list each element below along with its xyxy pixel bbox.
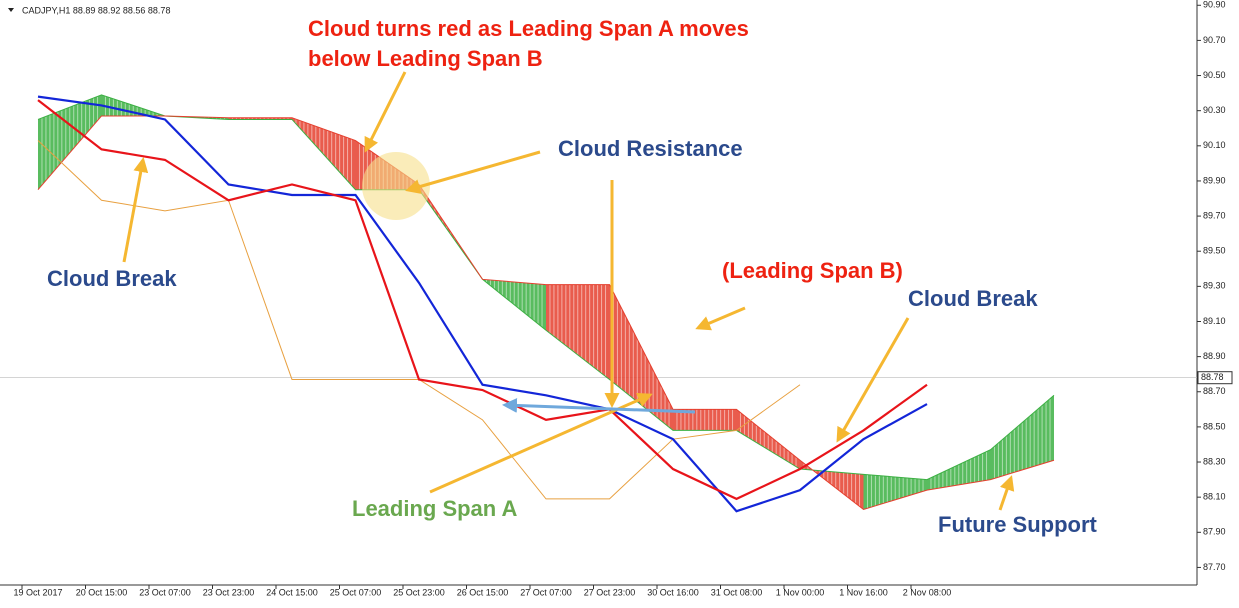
x-tick-label: 25 Oct 23:00 <box>393 587 445 597</box>
annotation: Future Support <box>938 512 1097 537</box>
arrow <box>364 71 407 153</box>
x-tick-label: 1 Nov 00:00 <box>776 587 825 597</box>
x-tick-label: 30 Oct 16:00 <box>647 587 699 597</box>
price-label: 88.78 <box>1201 372 1224 382</box>
series-line <box>37 94 1055 481</box>
y-tick-label: 89.10 <box>1203 316 1226 326</box>
y-tick-label: 89.30 <box>1203 281 1226 291</box>
y-tick-label: 88.90 <box>1203 351 1226 361</box>
x-tick-label: 27 Oct 23:00 <box>584 587 636 597</box>
series-line <box>37 99 928 501</box>
annotation: Cloud Break <box>908 286 1038 311</box>
header-icon <box>8 8 14 12</box>
annotation: Leading Span A <box>352 496 518 521</box>
y-tick-label: 89.70 <box>1203 210 1226 220</box>
x-tick-label: 2 Nov 08:00 <box>903 587 952 597</box>
y-tick-label: 90.90 <box>1203 0 1226 10</box>
x-tick-label: 19 Oct 2017 <box>13 587 62 597</box>
series-line <box>37 95 928 513</box>
x-tick-label: 1 Nov 16:00 <box>839 587 888 597</box>
chart-header: CADJPY,H1 88.89 88.92 88.56 88.78 <box>22 5 170 15</box>
x-tick-label: 25 Oct 07:00 <box>330 587 382 597</box>
y-tick-label: 88.10 <box>1203 492 1226 502</box>
arrow <box>405 150 541 194</box>
highlight <box>362 152 430 220</box>
y-tick-label: 87.90 <box>1203 527 1226 537</box>
series-line <box>37 115 1055 511</box>
annotation-arrows <box>122 71 1015 511</box>
x-tick-label: 26 Oct 15:00 <box>457 587 509 597</box>
arrow <box>502 397 696 414</box>
annotation: Cloud turns red as Leading Span A moves … <box>308 16 749 71</box>
arrow <box>429 392 653 494</box>
y-tick-label: 90.30 <box>1203 105 1226 115</box>
x-tick-label: 23 Oct 23:00 <box>203 587 255 597</box>
y-tick-label: 88.50 <box>1203 421 1226 431</box>
arrow <box>998 475 1015 511</box>
x-tick-label: 23 Oct 07:00 <box>139 587 191 597</box>
annotation: (Leading Span B) <box>722 258 903 283</box>
arrow <box>122 157 149 263</box>
y-tick-label: 88.30 <box>1203 456 1226 466</box>
arrow <box>695 306 746 331</box>
annotation: Cloud Resistance <box>558 136 743 161</box>
y-tick-label: 90.50 <box>1203 70 1226 80</box>
x-tick-label: 27 Oct 07:00 <box>520 587 572 597</box>
x-tick-label: 24 Oct 15:00 <box>266 587 318 597</box>
arrow <box>836 317 910 443</box>
price-box <box>1197 371 1233 385</box>
x-tick-label: 31 Oct 08:00 <box>711 587 763 597</box>
y-tick-label: 90.70 <box>1203 35 1226 45</box>
y-tick-label: 89.50 <box>1203 246 1226 256</box>
y-tick-label: 87.70 <box>1203 562 1226 572</box>
x-tick-label: 20 Oct 15:00 <box>76 587 128 597</box>
annotation: Cloud Break <box>47 266 177 291</box>
y-tick-label: 90.10 <box>1203 140 1226 150</box>
y-tick-label: 88.70 <box>1203 386 1226 396</box>
y-tick-label: 89.90 <box>1203 175 1226 185</box>
